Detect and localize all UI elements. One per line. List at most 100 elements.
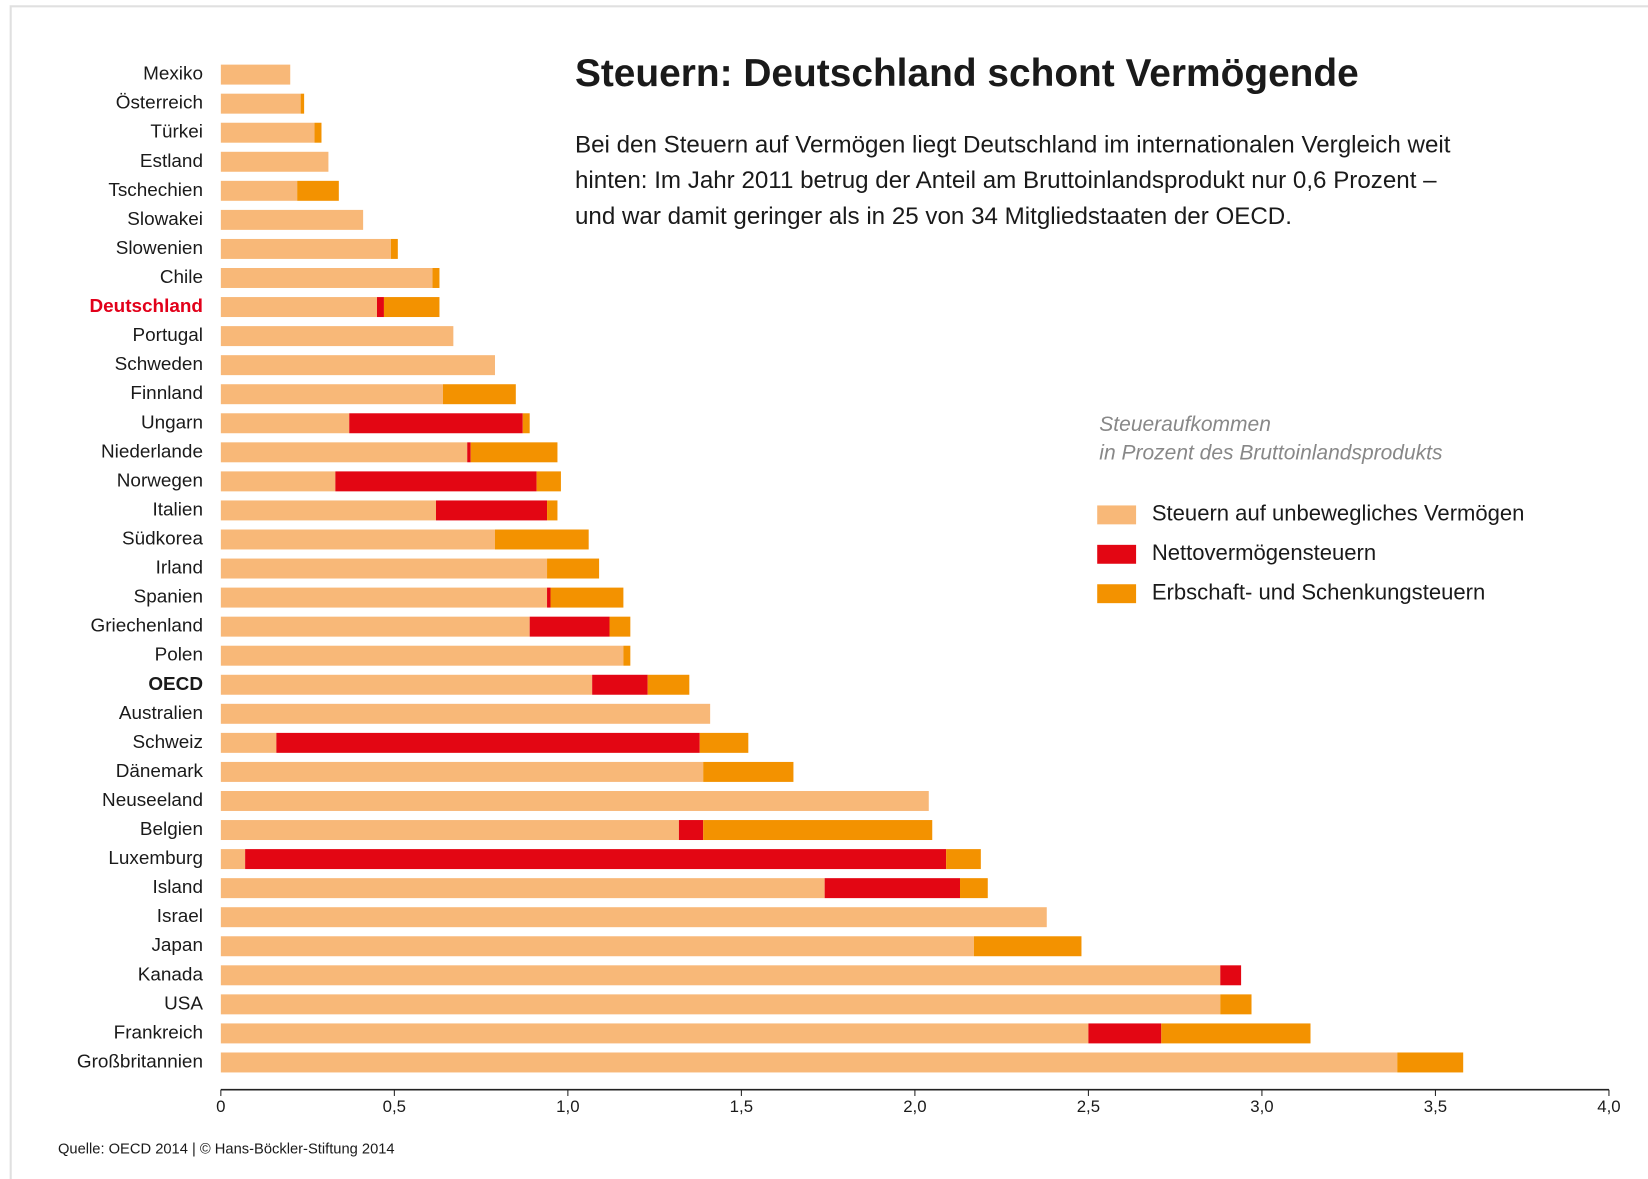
bar-segment [300,93,305,114]
legend-swatch [1097,544,1137,564]
bar-segment [547,558,600,579]
bar-segment [220,994,1221,1015]
legend-title: Steueraufkommen [1099,413,1271,436]
bar-segment [220,268,433,288]
bar-segment [220,529,495,550]
category-label: Finnland [130,383,203,404]
category-label: Norwegen [117,470,203,491]
x-tick-label: 3,0 [1250,1097,1273,1116]
category-label: Schweden [115,354,203,375]
bar-segment [220,500,436,521]
bar-segment [550,587,624,608]
bar-segment [220,965,1221,986]
legend-label: Nettovermögensteuern [1152,540,1376,565]
bar-segment [220,413,350,434]
category-label: Luxemburg [108,848,203,869]
x-tick-label: 3,5 [1424,1097,1447,1116]
category-label: Portugal [133,325,203,346]
category-label: Griechenland [91,616,203,637]
x-tick-label: 2,5 [1077,1097,1100,1116]
bar-segment [220,820,679,841]
category-label: Deutschland [90,296,203,317]
bar-segment [220,355,495,376]
x-tick-label: 1,0 [556,1097,579,1116]
bar-segment [314,122,322,143]
bar-segment [522,413,530,434]
bar-segment [678,820,704,841]
bar-segment [467,442,471,463]
category-label: Kanada [138,964,204,985]
bar-segment [699,732,749,753]
x-tick-label: 4,0 [1597,1097,1620,1116]
category-label: Slowakei [127,209,203,230]
frame [9,5,1648,1179]
category-label: Neuseeland [102,790,203,811]
legend-label: Steuern auf unbewegliches Vermögen [1152,501,1525,526]
bar-segment [220,151,329,172]
bar-segment [220,849,246,870]
legend-swatch [1097,584,1137,604]
category-label: Estland [140,151,203,172]
bar-segment [960,878,988,899]
bar-segment [703,820,933,841]
bar-segment [220,442,468,463]
bar-segment [220,1052,1398,1073]
bar-segment [220,64,291,85]
category-label: Irland [156,558,203,579]
bar-segment [220,326,454,347]
bar-segment [220,238,391,259]
source: Quelle: OECD 2014 | © Hans-Böckler-Stift… [58,1141,395,1157]
bar-segment [547,587,551,608]
bar-segment [220,907,1047,928]
category-label: OECD [148,674,203,695]
bar-segment [703,761,794,782]
bar-segment [432,268,440,288]
bar-segment [1220,994,1252,1015]
bar-segment [442,384,516,405]
bar-segment [609,616,631,637]
category-label: Island [153,877,203,898]
category-label: Ungarn [141,412,203,433]
subtitle: hinten: Im Jahr 2011 betrug der Anteil a… [575,167,1437,194]
category-label: Italien [153,499,203,520]
bar-segment [383,297,440,318]
category-label: Niederlande [101,441,203,462]
chart-title: Steuern: Deutschland schont Vermögende [575,52,1359,95]
bar-segment [1397,1052,1464,1073]
subtitle: Bei den Steuern auf Vermögen liegt Deuts… [575,131,1451,158]
category-label: Südkorea [122,528,203,549]
category-label: Spanien [134,587,203,608]
bar-segment [220,790,929,811]
category-label: Großbritannien [77,1051,203,1072]
bar-segment [547,500,558,521]
category-label: Slowenien [116,238,203,259]
legend-swatch [1097,505,1137,525]
category-label: Australien [119,703,203,724]
bar-segment [435,500,548,521]
bar-segment [1161,1023,1311,1044]
bar-segment [1220,965,1242,986]
bar-segment [647,674,690,695]
bar-segment [824,878,961,899]
bar-segment [220,703,711,724]
category-label: Türkei [150,122,203,143]
bar-segment [220,384,443,405]
bar-segment [297,180,339,201]
bar-segment [592,674,648,695]
bar-segment [220,297,378,318]
category-label: USA [164,993,203,1014]
bar-segment [1088,1023,1162,1044]
bar-segment [220,732,277,753]
bar-segment [220,180,298,201]
bar-segment [529,616,610,637]
bar-segment [220,558,548,579]
bar-segment [536,471,561,492]
legend-title: in Prozent des Bruttoinlandsprodukts [1099,441,1443,464]
bar-segment [245,849,947,870]
category-label: Belgien [140,819,203,840]
x-tick-label: 1,5 [730,1097,753,1116]
bar-segment [220,616,530,637]
bar-segment [220,761,704,782]
bar-segment [220,587,548,608]
x-tick-label: 2,0 [903,1097,926,1116]
